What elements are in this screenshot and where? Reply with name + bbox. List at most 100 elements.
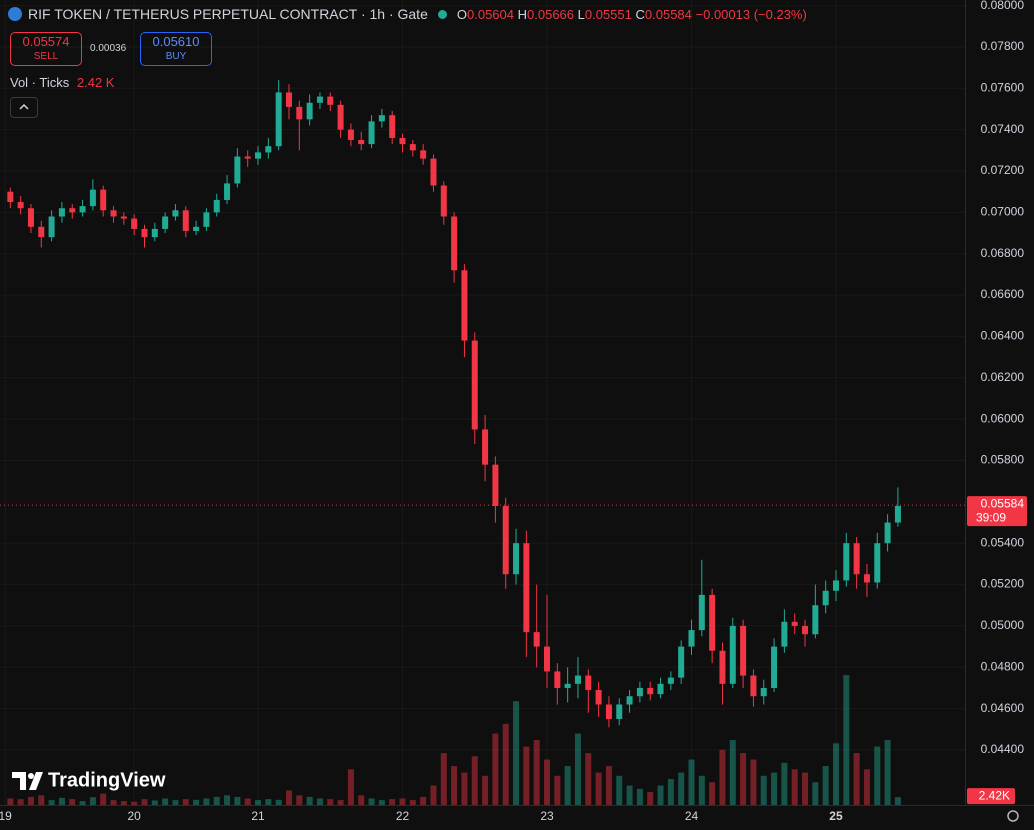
- volume-bar: [172, 800, 179, 805]
- volume-bar: [719, 749, 726, 805]
- volume-bar: [802, 772, 809, 805]
- chevron: [19, 103, 29, 110]
- y-tick-label: 0.04800: [981, 659, 1025, 673]
- volume-bar: [451, 766, 458, 805]
- candle-body: [275, 92, 282, 147]
- volume-bar: [740, 753, 747, 805]
- candle-body: [544, 646, 551, 672]
- volume-tag: [967, 788, 1015, 805]
- candle-body: [285, 92, 292, 107]
- candle-body: [802, 625, 809, 635]
- volume-bar: [709, 782, 716, 805]
- volume-bar: [110, 800, 117, 805]
- volume-bar: [585, 753, 592, 805]
- volume-bar: [162, 798, 169, 805]
- buy-label: BUY: [165, 51, 187, 62]
- volume-bar: [306, 796, 313, 805]
- x-tick-label: 23: [540, 809, 554, 823]
- volume-bar: [471, 756, 478, 805]
- market-status: [437, 9, 447, 19]
- volume-bar: [234, 796, 241, 805]
- volume-bar: [832, 743, 839, 805]
- volume-bar: [574, 733, 581, 805]
- volume-bar: [27, 796, 34, 805]
- candle-body: [255, 152, 262, 159]
- collapse-icon: [19, 103, 29, 110]
- volume-bar: [244, 798, 251, 805]
- volume-bar: [750, 759, 757, 805]
- candle-body: [667, 677, 674, 684]
- volume-bar: [657, 785, 664, 805]
- candle-body: [502, 505, 509, 575]
- volume-bar: [38, 795, 45, 805]
- candle-body: [110, 210, 117, 217]
- candle-body: [843, 543, 850, 581]
- volume-bar: [7, 798, 14, 805]
- x-tick-label: 21: [251, 809, 265, 823]
- candle-body: [224, 183, 231, 200]
- spread: 0.00036: [90, 43, 127, 54]
- candle-body: [812, 605, 819, 635]
- y-tick-label: 0.07200: [981, 163, 1025, 177]
- candle-body: [358, 139, 365, 145]
- ohlc-change: −0.00013 (−0.23%): [695, 6, 807, 22]
- settings-icon[interactable]: [1007, 810, 1019, 822]
- candle-body: [564, 683, 571, 688]
- volume-bar: [327, 799, 334, 805]
- volume-bar: [255, 800, 262, 805]
- ohlc-value: 0.05604: [467, 6, 514, 22]
- last-price-label: 0.05584: [981, 496, 1025, 510]
- candle-body: [863, 574, 870, 583]
- y-tick-label: 0.05000: [981, 618, 1025, 632]
- candle-body: [7, 191, 14, 203]
- y-tick-label: 0.06200: [981, 370, 1025, 384]
- volume-bar: [69, 799, 76, 805]
- candle-body: [131, 218, 138, 229]
- candle-body: [378, 115, 385, 122]
- volume-bar: [141, 799, 148, 805]
- logo: TradingView: [12, 769, 166, 791]
- volume-bar: [17, 799, 24, 805]
- candle-body: [172, 210, 179, 217]
- x-tick-label: 24: [685, 809, 699, 823]
- candle-body: [832, 580, 839, 591]
- candle-body: [389, 115, 396, 138]
- buy-button[interactable]: 0.05610 BUY: [140, 32, 212, 66]
- ohlc-value: 0.05666: [527, 6, 575, 22]
- candle-body: [492, 464, 499, 506]
- candle-body: [853, 543, 860, 575]
- candle-body: [513, 543, 520, 575]
- candle-body: [884, 522, 891, 544]
- volume-bars: [7, 675, 901, 805]
- candle-body: [316, 96, 323, 103]
- candle-body: [399, 137, 406, 145]
- volume-bar: [595, 772, 602, 805]
- volume-bar: [100, 793, 107, 805]
- collapse-button[interactable]: [10, 97, 38, 118]
- candle-body: [771, 646, 778, 688]
- candle-body: [616, 704, 623, 719]
- candle-body: [296, 106, 303, 120]
- y-tick-label: 0.05800: [981, 453, 1025, 467]
- candle-body: [151, 228, 158, 238]
- x-tick-label: 25: [829, 809, 843, 823]
- volume-bar: [203, 798, 210, 805]
- sell-button[interactable]: 0.05574 SELL: [10, 32, 82, 66]
- candle-body: [554, 671, 561, 688]
- volume-bar: [554, 775, 561, 805]
- candle-body: [688, 630, 695, 647]
- volume-bar: [275, 799, 282, 805]
- settings-icon[interactable]: [1007, 810, 1019, 822]
- volume-legend-label: Vol · Ticks: [10, 75, 70, 90]
- buy-price: 0.05610: [152, 34, 200, 49]
- candle-body: [265, 146, 272, 153]
- volume-bar: [843, 675, 850, 805]
- candle-body: [698, 594, 705, 631]
- volume-bar: [89, 797, 96, 805]
- volume-bar: [564, 766, 571, 805]
- logo-text: TradingView: [48, 769, 166, 791]
- volume-bar: [430, 785, 437, 805]
- candle-body: [791, 621, 798, 626]
